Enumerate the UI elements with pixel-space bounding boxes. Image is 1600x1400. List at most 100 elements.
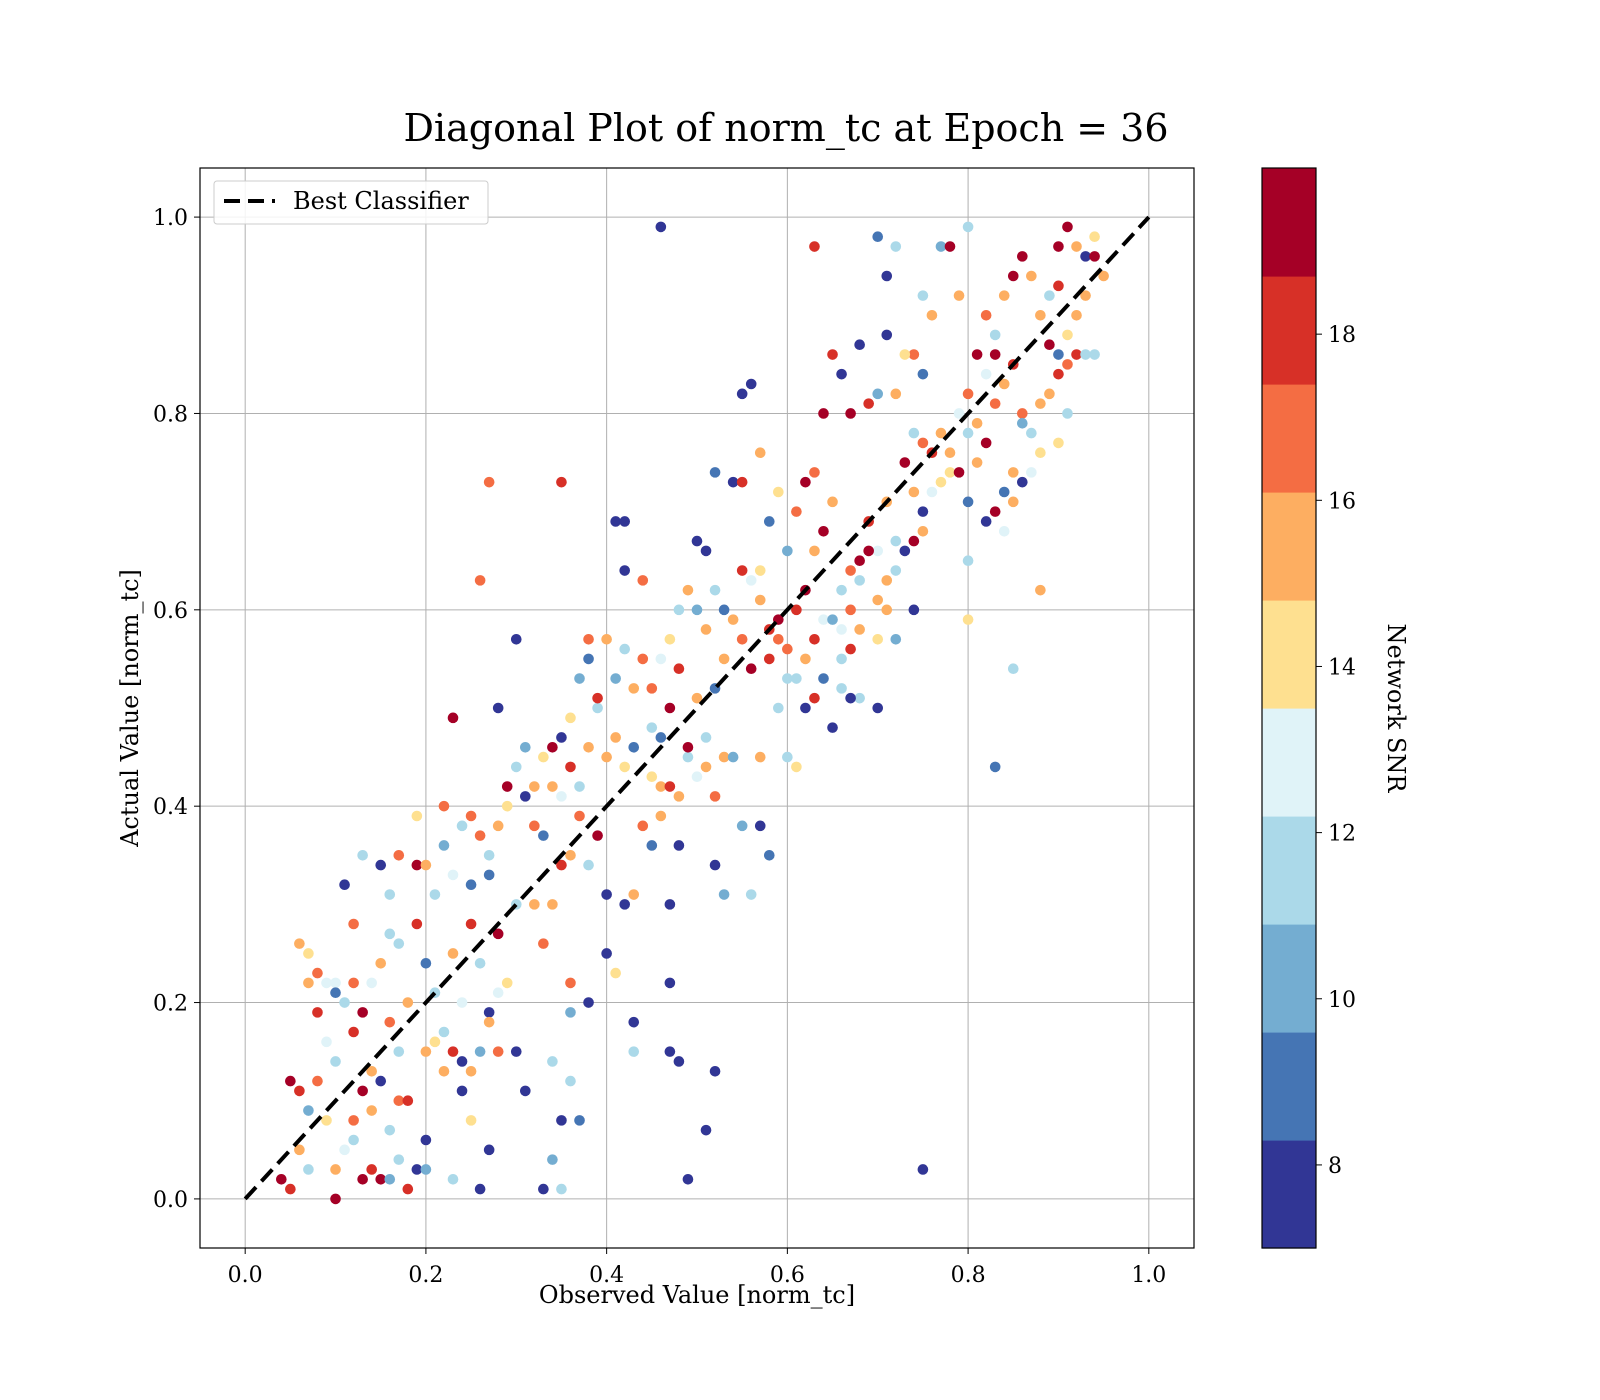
data-point [773, 486, 784, 498]
data-point [745, 378, 757, 390]
data-point [1035, 398, 1046, 409]
data-point [935, 476, 947, 488]
data-point [989, 329, 1001, 341]
data-point [854, 624, 865, 635]
data-point [818, 525, 829, 537]
data-point [474, 830, 486, 841]
data-point [348, 1026, 359, 1038]
data-point [420, 957, 432, 969]
data-point [836, 683, 847, 694]
data-point [646, 722, 658, 733]
data-point [619, 565, 631, 576]
data-point [908, 535, 920, 547]
colorbar-tick-label: 18 [1328, 323, 1356, 348]
data-point [1089, 349, 1100, 360]
data-point [384, 928, 396, 940]
data-point [411, 918, 423, 930]
plot-frame [199, 167, 1195, 1249]
data-point [339, 1144, 350, 1156]
data-point [1026, 467, 1037, 478]
data-point [501, 781, 513, 792]
x-tick-label: 0.6 [770, 1263, 805, 1288]
data-point [962, 221, 974, 233]
y-tick-label: 0.8 [153, 402, 188, 427]
data-point [782, 643, 793, 655]
data-point [736, 820, 748, 832]
data-point [1089, 231, 1100, 243]
data-point [791, 673, 802, 684]
data-point [890, 633, 902, 645]
data-point [718, 604, 730, 616]
data-point [827, 722, 838, 733]
data-point [718, 889, 730, 900]
data-point [312, 967, 323, 979]
data-point [330, 987, 341, 999]
data-point [483, 1007, 495, 1018]
y-tick-label: 1.0 [153, 206, 188, 231]
data-point [1053, 368, 1064, 380]
data-point [791, 604, 802, 616]
data-point [754, 447, 766, 459]
data-point [447, 948, 459, 959]
data-point [908, 604, 920, 616]
data-point [429, 889, 441, 900]
data-point [745, 663, 757, 675]
data-point [375, 957, 387, 969]
data-point [556, 1115, 567, 1126]
data-point [655, 810, 667, 822]
data-point [1053, 280, 1064, 292]
data-point [962, 614, 974, 625]
data-point [709, 791, 721, 802]
data-point [547, 741, 558, 753]
data-point [962, 555, 974, 567]
data-point [917, 1164, 929, 1175]
data-point [348, 918, 359, 930]
data-point [980, 516, 992, 527]
data-point [791, 761, 802, 773]
data-point [1071, 349, 1082, 360]
data-point [827, 349, 838, 360]
data-point [565, 712, 576, 724]
data-point [655, 653, 667, 665]
data-point [483, 849, 495, 861]
data-point [276, 1173, 287, 1185]
data-point [935, 241, 947, 252]
colorbar-tick-label: 16 [1328, 489, 1356, 514]
colorbar-segment [1262, 708, 1316, 817]
data-point [881, 329, 893, 341]
data-point [763, 849, 775, 861]
data-point [303, 1164, 314, 1175]
data-point [763, 653, 775, 665]
data-point [890, 241, 902, 252]
data-point [1026, 427, 1037, 439]
data-point [601, 889, 612, 900]
data-point [474, 575, 486, 586]
data-point [456, 820, 468, 832]
data-point [285, 1075, 296, 1087]
data-point [456, 1056, 468, 1067]
data-point [845, 643, 856, 655]
data-point [664, 781, 676, 792]
y-tick-label: 0.0 [153, 1188, 188, 1213]
data-point [1089, 251, 1100, 262]
data-point [700, 1124, 712, 1136]
data-point [953, 290, 965, 301]
data-point [809, 467, 820, 478]
data-point [393, 938, 405, 949]
data-point [863, 545, 874, 557]
data-point [854, 692, 865, 704]
data-point [619, 516, 631, 527]
colorbar-tick-label: 8 [1328, 1154, 1342, 1179]
data-point [691, 535, 703, 547]
x-tick-label: 0.8 [951, 1263, 986, 1288]
data-point [1044, 339, 1055, 351]
data-point [375, 859, 387, 871]
data-point [736, 476, 748, 488]
data-point [628, 1046, 640, 1057]
data-point [673, 791, 685, 802]
data-point [610, 732, 621, 743]
data-point [980, 368, 992, 380]
data-point [285, 1183, 296, 1195]
data-point [863, 398, 874, 409]
